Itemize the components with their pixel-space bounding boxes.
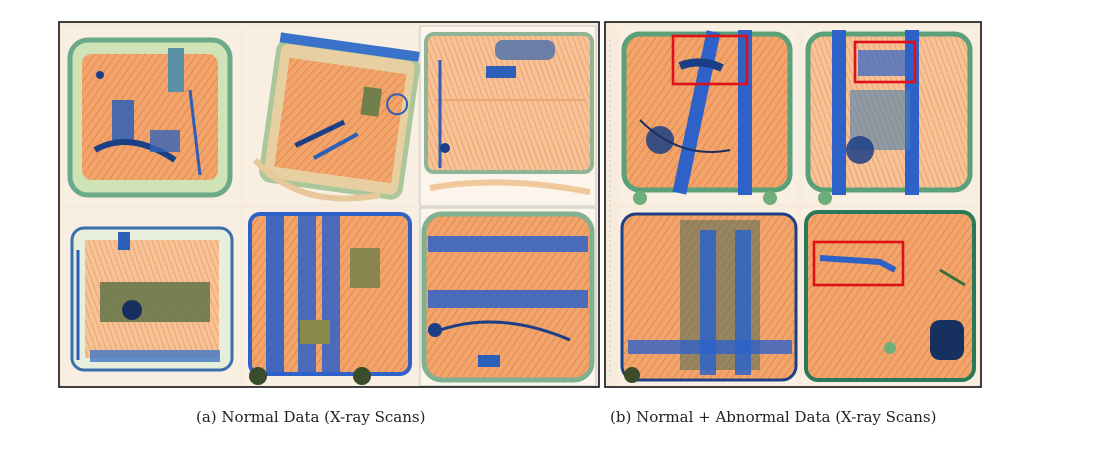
xray-scan-b2 (802, 26, 978, 205)
abnormal-detection-box-2 (853, 40, 917, 84)
xray-scan-a1 (62, 26, 240, 204)
abnormal-detection-box-3 (812, 240, 905, 287)
panel-b-mixed-scans (604, 21, 982, 388)
caption-panel-a: (a) Normal Data (X-ray Scans) (196, 408, 426, 426)
xray-scan-a4 (62, 208, 240, 386)
panel-a-normal-scans (58, 21, 600, 388)
xray-scan-b4 (802, 208, 978, 386)
caption-panel-b: (b) Normal + Abnormal Data (X-ray Scans) (610, 408, 937, 426)
xray-scan-a3 (419, 25, 597, 207)
abnormal-detection-box-1 (671, 34, 749, 86)
xray-scan-a6 (419, 207, 597, 387)
xray-scan-a5 (242, 208, 417, 386)
xray-scan-b3 (618, 208, 798, 386)
xray-scan-a2 (242, 26, 420, 204)
xray-scan-b1 (618, 26, 798, 205)
